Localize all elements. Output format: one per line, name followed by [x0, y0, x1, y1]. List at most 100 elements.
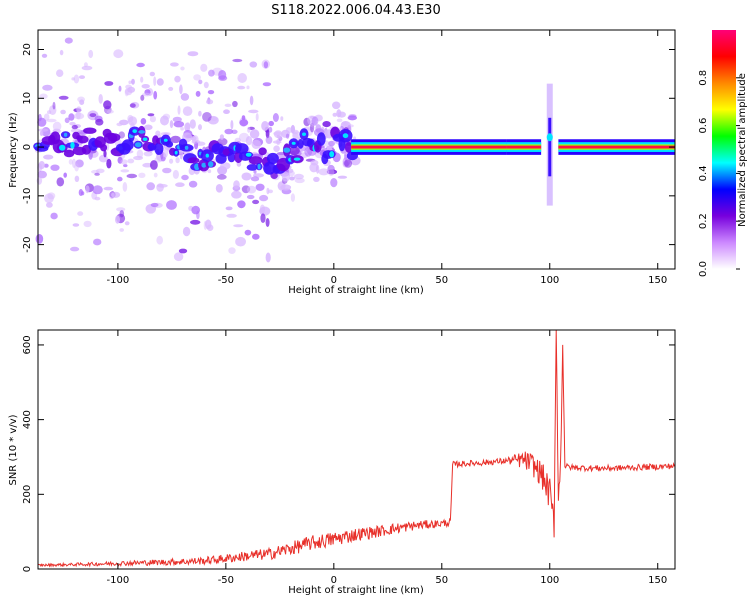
spectrogram-noise-blob — [170, 62, 179, 67]
spectrogram-noise-blob — [73, 74, 80, 84]
y-tick-label: 400 — [22, 410, 33, 429]
spectrogram-noise-blob — [127, 158, 135, 164]
spectrogram-noise-blob — [341, 121, 349, 126]
y-tick-label: 0 — [22, 144, 33, 150]
spectrogram-noise-blob — [39, 131, 44, 137]
spectrogram-noise-blob — [126, 173, 138, 179]
spectrogram-ridge-peak — [257, 163, 261, 170]
spectrogram-noise-blob — [187, 51, 199, 57]
spectrogram-noise-blob — [218, 70, 227, 80]
spectrogram-noise-blob — [88, 49, 94, 59]
spectrogram-ridge-peak — [283, 147, 291, 153]
spectrogram-ridge-peak — [59, 144, 66, 151]
spectrogram-noise-blob — [314, 114, 323, 122]
spectrogram-ridge-peak — [245, 152, 252, 157]
spectrogram-noise-blob — [179, 149, 184, 157]
spectrogram-noise-blob — [124, 88, 129, 97]
colorbar-tick-label: 0.2 — [698, 213, 709, 229]
spectrogram-noise-blob — [189, 119, 196, 129]
spectrogram-noise-blob — [98, 154, 108, 163]
spectrogram-ridge-blob — [344, 142, 353, 153]
spectrogram-noise-blob — [268, 126, 273, 133]
spectrogram-ridge-peak — [205, 153, 209, 158]
spectrogram-noise-blob — [285, 133, 290, 139]
spectrogram-noise-blob — [43, 113, 50, 121]
x-tick-label: -50 — [218, 575, 234, 586]
spectrogram-noise-blob — [147, 113, 155, 117]
spectrogram-noise-blob — [231, 190, 242, 199]
spectrogram-noise-blob — [309, 115, 316, 119]
spectrogram-noise-blob — [106, 109, 114, 114]
spectrogram-noise-blob — [173, 121, 185, 128]
spectrogram-noise-blob — [253, 169, 257, 174]
spectrogram-noise-blob — [252, 233, 260, 240]
spectrogram-noise-blob — [168, 86, 174, 91]
spectrogram-noise-blob — [93, 238, 102, 246]
colorbar-tick-label: 0.8 — [698, 70, 709, 86]
spectrogram-noise-blob — [310, 119, 318, 126]
spectrogram-ridge-blob — [121, 139, 134, 151]
spectrogram-noise-blob — [72, 223, 80, 227]
spectrogram-noise-blob — [289, 176, 295, 181]
spectrogram-noise-blob — [63, 172, 67, 178]
colorbar: 0.0 0.2 0.4 0.6 0.8 Normalized spectral ampl… — [698, 30, 748, 277]
spectrogram-noise-blob — [311, 116, 319, 126]
x-tick-label: -100 — [107, 275, 130, 286]
spectrogram-ridge-blob — [246, 164, 258, 171]
snr-panel: -100 -50 0 50 100 150 0 200 400 600 Height of st… — [8, 329, 676, 596]
spectrogram-noise-blob — [247, 126, 251, 133]
x-tick-label: 150 — [648, 575, 667, 586]
spectrogram-noise-blob — [237, 200, 246, 209]
spectrogram-x-axis-title: Height of straight line (km) — [288, 285, 424, 296]
spectrogram-noise-blob — [77, 211, 84, 216]
spectrogram-y-axis-title: Frequency (Hz) — [8, 112, 19, 188]
spectrogram-noise-blob — [263, 61, 269, 69]
spectrogram-noise-blob — [179, 84, 183, 95]
spectrogram-ridge-blob — [266, 152, 279, 165]
spectrogram-ridge-peak — [163, 138, 168, 142]
spectrogram-noise-blob — [127, 116, 138, 126]
spectrogram-noise-blob — [246, 185, 257, 194]
spectrogram-noise-blob — [64, 117, 70, 124]
spectrogram-noise-blob — [58, 95, 69, 100]
spectrogram-noise-blob — [233, 224, 244, 228]
spectrogram-noise-blob — [94, 172, 100, 176]
spectrogram-noise-blob — [175, 157, 180, 164]
spectrogram-noise-blob — [81, 65, 93, 71]
spectrogram-ridge-blob — [63, 149, 75, 158]
spectrogram-noise-blob — [260, 213, 266, 223]
spectrogram-noise-blob — [330, 178, 338, 188]
spectrogram-ridge-peak — [342, 133, 349, 139]
spectrogram-ridge-blob — [107, 133, 121, 142]
spectrogram-noise-blob — [265, 252, 271, 263]
spectrogram-noise-blob — [244, 229, 252, 236]
spectrogram-ridge-blob — [72, 131, 80, 140]
y-tick-label: -10 — [22, 188, 33, 204]
x-tick-label: 0 — [331, 575, 337, 586]
spectrogram-noise-blob — [207, 169, 212, 174]
spectrogram-band-a-core — [351, 145, 507, 149]
spectrogram-noise-blob — [255, 183, 265, 191]
spectrogram-noise-blob — [43, 163, 49, 168]
spectrogram-noise-blob — [207, 90, 215, 95]
spectrogram-noise-blob — [98, 94, 103, 104]
spectrogram-ridge-blob — [227, 152, 236, 163]
spectrogram-noise-blob — [203, 81, 209, 89]
spectrogram-noise-blob — [146, 182, 155, 191]
spectrogram-noise-blob — [156, 235, 163, 245]
spectrogram-noise-blob — [37, 128, 49, 132]
spectrogram-noise-blob — [169, 158, 174, 164]
spectrogram-noise-blob — [149, 115, 156, 123]
colorbar-ticks: 0.0 0.2 0.4 0.6 0.8 — [698, 70, 740, 277]
spectrogram-noise-blob — [180, 66, 185, 71]
spectrogram-noise-blob — [37, 170, 47, 179]
snr-frame — [37, 329, 676, 570]
spectrogram-noise-blob — [138, 172, 146, 178]
spectrogram-ridge-peak — [142, 137, 148, 141]
spectrogram-noise-blob — [120, 169, 130, 173]
spectrogram-noise-blob — [113, 49, 124, 59]
spectrogram-noise-blob — [172, 169, 179, 179]
spectrogram-noise-blob — [182, 226, 191, 237]
spectrogram-noise-blob — [228, 247, 236, 255]
spectrogram-noise-blob — [174, 75, 181, 83]
